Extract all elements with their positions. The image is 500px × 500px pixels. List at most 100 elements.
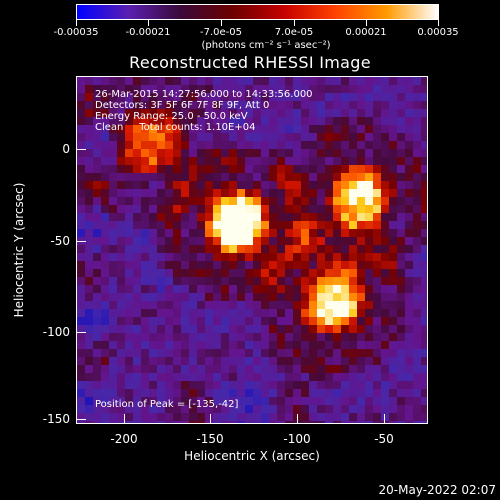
image-pixel	[117, 125, 126, 134]
image-pixel	[373, 421, 382, 423]
image-pixel	[373, 261, 382, 270]
image-pixel	[101, 397, 110, 406]
image-pixel	[181, 181, 190, 190]
image-pixel	[341, 77, 350, 86]
image-pixel	[333, 237, 342, 246]
image-pixel	[133, 349, 142, 358]
image-pixel	[309, 349, 318, 358]
image-pixel	[245, 389, 254, 398]
image-pixel	[269, 309, 278, 318]
image-pixel	[261, 405, 270, 414]
image-pixel	[173, 197, 182, 206]
image-pixel	[341, 421, 350, 423]
image-pixel	[373, 125, 382, 134]
image-pixel	[237, 77, 246, 86]
image-pixel	[389, 317, 398, 326]
image-pixel	[357, 325, 366, 334]
image-pixel	[189, 405, 198, 414]
image-pixel	[285, 101, 294, 110]
image-pixel	[357, 389, 366, 398]
image-pixel	[213, 293, 222, 302]
image-pixel	[117, 269, 126, 278]
image-pixel	[133, 229, 142, 238]
image-pixel	[101, 325, 110, 334]
image-pixel	[333, 261, 342, 270]
image-pixel	[85, 333, 94, 342]
image-pixel	[181, 125, 190, 134]
image-pixel	[397, 277, 406, 286]
image-pixel	[389, 293, 398, 302]
image-pixel	[277, 189, 286, 198]
image-pixel	[109, 189, 118, 198]
image-pixel	[125, 133, 134, 142]
image-pixel	[389, 157, 398, 166]
image-pixel	[341, 301, 350, 310]
image-pixel	[117, 133, 126, 142]
image-pixel	[101, 269, 110, 278]
image-pixel	[413, 285, 422, 294]
image-pixel	[213, 421, 222, 423]
image-pixel	[333, 285, 342, 294]
image-pixel	[157, 245, 166, 254]
image-pixel	[109, 245, 118, 254]
image-pixel	[373, 117, 382, 126]
image-pixel	[389, 397, 398, 406]
image-pixel	[109, 109, 118, 118]
image-pixel	[293, 405, 302, 414]
image-pixel	[293, 325, 302, 334]
image-pixel	[285, 325, 294, 334]
image-pixel	[245, 381, 254, 390]
image-pixel	[157, 93, 166, 102]
image-pixel	[277, 181, 286, 190]
image-pixel	[157, 173, 166, 182]
image-pixel	[261, 125, 270, 134]
image-pixel	[293, 245, 302, 254]
image-pixel	[261, 309, 270, 318]
image-pixel	[405, 277, 414, 286]
image-pixel	[245, 325, 254, 334]
image-pixel	[229, 141, 238, 150]
image-pixel	[149, 413, 158, 422]
image-pixel	[365, 381, 374, 390]
image-pixel	[341, 229, 350, 238]
image-pixel	[173, 101, 182, 110]
image-pixel	[165, 413, 174, 422]
image-pixel	[357, 373, 366, 382]
image-pixel	[181, 413, 190, 422]
image-pixel	[301, 157, 310, 166]
image-pixel	[373, 173, 382, 182]
image-pixel	[381, 341, 390, 350]
image-pixel	[269, 277, 278, 286]
image-pixel	[261, 109, 270, 118]
image-pixel	[237, 85, 246, 94]
image-pixel	[405, 309, 414, 318]
image-pixel	[181, 301, 190, 310]
image-pixel	[197, 373, 206, 382]
image-pixel	[85, 133, 94, 142]
image-pixel	[381, 125, 390, 134]
image-pixel	[317, 269, 326, 278]
image-pixel	[221, 389, 230, 398]
image-pixel	[349, 133, 358, 142]
image-pixel	[101, 317, 110, 326]
image-pixel	[181, 189, 190, 198]
image-pixel	[317, 77, 326, 86]
image-pixel	[141, 421, 150, 423]
image-pixel	[213, 117, 222, 126]
image-pixel	[197, 365, 206, 374]
image-pixel	[141, 277, 150, 286]
image-pixel	[197, 85, 206, 94]
image-pixel	[93, 269, 102, 278]
image-pixel	[197, 309, 206, 318]
colorbar	[76, 4, 439, 20]
image-pixel	[141, 317, 150, 326]
image-pixel	[101, 341, 110, 350]
image-pixel	[341, 237, 350, 246]
image-pixel	[261, 293, 270, 302]
rhessi-image	[77, 77, 427, 423]
image-pixel	[253, 197, 262, 206]
image-pixel	[77, 125, 86, 134]
image-pixel	[117, 413, 126, 422]
image-pixel	[285, 189, 294, 198]
image-pixel	[221, 141, 230, 150]
